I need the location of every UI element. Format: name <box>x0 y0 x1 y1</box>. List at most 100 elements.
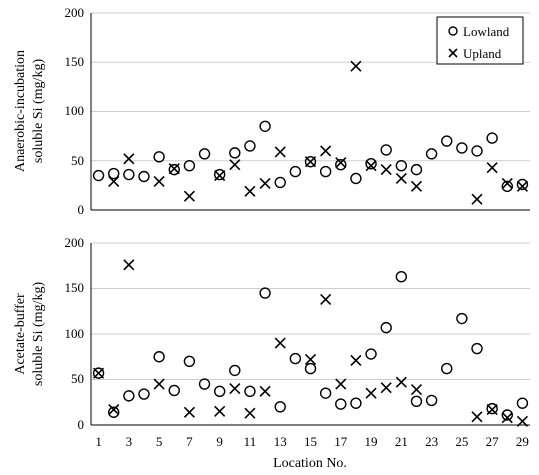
bottom-upland-point-11 <box>244 407 256 419</box>
bottom-y-axis-title-line-1: Acetate-buffer <box>13 293 28 375</box>
x-tick-21: 21 <box>395 434 408 449</box>
top-upland-point-6 <box>168 163 180 175</box>
top-upland-point-29 <box>516 180 528 192</box>
x-tick-labels: 1 3 5 7 9 11 13 15 17 19 21 23 25 27 29 <box>95 434 529 449</box>
top-upland-point-26 <box>471 193 483 205</box>
top-lowland-point-13 <box>274 176 286 189</box>
x-tick-7: 7 <box>186 434 193 449</box>
top-upland-point-11 <box>244 185 256 197</box>
x-tick-9: 9 <box>216 434 223 449</box>
bottom-lowland-point-13 <box>274 401 286 413</box>
bottom-upland-point-10 <box>229 383 241 395</box>
bottom-lowland-point-12 <box>259 287 271 299</box>
top-y-tick-1: 50 <box>71 153 84 168</box>
legend-upland-label: Upland <box>463 46 502 61</box>
bottom-upland-point-9 <box>214 405 226 417</box>
bottom-upland-point-18 <box>350 354 362 366</box>
bottom-lowland-point-22 <box>410 395 423 408</box>
top-y-axis-title-line-2: soluble Si (mg/kg) <box>31 59 46 164</box>
top-y-tick-3: 150 <box>65 54 85 69</box>
top-lowland-point-29 <box>516 178 529 191</box>
bottom-lowland-point-8 <box>198 378 211 390</box>
x-tick-5: 5 <box>156 434 163 449</box>
bottom-lowland-point-5 <box>153 351 165 363</box>
top-upland-point-12 <box>259 177 271 189</box>
top-lowland-point-18 <box>350 172 362 185</box>
x-tick-15: 15 <box>304 434 317 449</box>
x-tick-17: 17 <box>334 434 348 449</box>
bottom-y-axis-title-line-2: soluble Si (mg/kg) <box>31 282 46 387</box>
top-upland-point-5 <box>153 175 165 188</box>
top-y-axis-title: Anaerobic-incubation soluble Si (mg/kg) <box>13 50 46 172</box>
top-lowland-point-19 <box>365 158 377 170</box>
top-lowland-point-21 <box>395 159 408 172</box>
bottom-lowland-point-23 <box>425 394 438 407</box>
top-lowland-point-23 <box>425 148 438 160</box>
bottom-y-tick-1: 50 <box>71 371 84 386</box>
top-upland-point-22 <box>410 180 423 192</box>
legend-lowland-marker <box>448 26 458 36</box>
bottom-upland-point-2 <box>108 403 120 416</box>
top-lowland-point-5 <box>153 151 165 163</box>
top-lowland-point-24 <box>441 135 453 147</box>
bottom-upland-point-20 <box>380 382 392 394</box>
top-upland-point-18 <box>350 60 362 72</box>
bottom-upland-point-15 <box>304 353 317 366</box>
top-lowland-point-9 <box>213 168 226 181</box>
bottom-upland-point-22 <box>410 383 423 396</box>
top-marks <box>92 60 529 205</box>
bottom-upland-point-3 <box>123 259 135 271</box>
bottom-lowland-point-28 <box>501 409 513 421</box>
top-lowland-point-8 <box>198 148 211 160</box>
top-upland-point-7 <box>183 190 195 202</box>
bottom-upland-point-5 <box>153 378 165 390</box>
bottom-lowland-point-7 <box>183 355 196 367</box>
bottom-upland-point-28 <box>501 412 513 424</box>
bottom-y-tick-2: 100 <box>65 326 85 341</box>
top-lowland-point-12 <box>259 120 271 132</box>
top-upland-point-27 <box>486 162 498 174</box>
top-upland-point-13 <box>274 146 286 158</box>
bottom-lowland-point-24 <box>441 362 453 375</box>
bottom-upland-point-7 <box>183 406 195 418</box>
top-lowland-point-27 <box>486 132 498 144</box>
bottom-lowland-point-1 <box>92 367 105 379</box>
top-upland-point-2 <box>108 175 120 188</box>
bottom-y-tick-3: 150 <box>65 280 85 295</box>
top-upland-point-21 <box>395 172 407 185</box>
bottom-upland-point-12 <box>259 385 271 397</box>
x-tick-29: 29 <box>516 434 529 449</box>
top-upland-point-16 <box>320 145 332 157</box>
top-lowland-point-22 <box>410 163 423 176</box>
bottom-upland-point-13 <box>274 337 286 349</box>
bottom-lowland-point-9 <box>213 385 226 398</box>
x-tick-13: 13 <box>274 434 287 449</box>
x-tick-11: 11 <box>244 434 257 449</box>
bottom-grid <box>91 242 530 380</box>
top-upland-point-19 <box>365 160 377 172</box>
bottom-upland-point-26 <box>471 411 483 423</box>
bottom-lowland-point-27 <box>486 402 498 415</box>
top-panel: 0 50 100 150 200 Anaerobic-incubation so… <box>13 5 530 217</box>
x-tick-27: 27 <box>486 434 500 449</box>
top-lowland-point-6 <box>168 163 180 176</box>
top-lowland-point-4 <box>138 170 150 183</box>
top-lowland-point-17 <box>335 158 347 171</box>
top-lowland-point-20 <box>380 144 392 156</box>
bottom-lowland-point-3 <box>123 390 135 402</box>
bottom-lowland-point-15 <box>304 362 317 375</box>
top-lowland-point-26 <box>471 145 483 157</box>
bottom-lowland-point-25 <box>456 312 468 325</box>
x-tick-25: 25 <box>455 434 468 449</box>
bottom-panel: 0 50 100 150 200 Acetate-buffer soluble … <box>13 235 530 471</box>
bottom-lowland-point-2 <box>108 406 120 418</box>
legend-lowland-label: Lowland <box>463 24 510 39</box>
top-lowland-point-16 <box>319 165 332 178</box>
top-lowland-point-28 <box>501 180 513 193</box>
top-y-axis-title-line-1: Anaerobic-incubation <box>13 50 28 172</box>
top-lowland-point-1 <box>92 169 105 182</box>
top-upland-point-3 <box>123 153 135 165</box>
bottom-y-tick-0: 0 <box>78 417 85 432</box>
bottom-lowland-point-21 <box>395 270 408 283</box>
